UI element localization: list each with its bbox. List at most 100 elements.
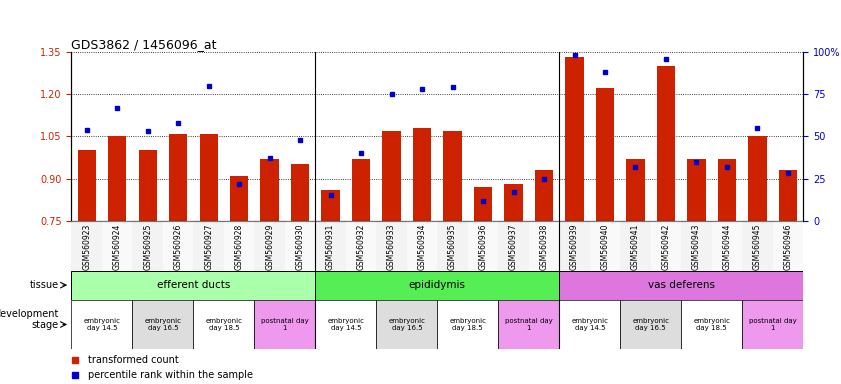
Text: GSM560942: GSM560942 [662,223,670,270]
Bar [651,221,681,271]
Text: GSM560927: GSM560927 [204,223,213,270]
Text: development
stage: development stage [0,309,59,330]
Text: postnatal day
1: postnatal day 1 [261,318,309,331]
Text: GSM560945: GSM560945 [753,223,762,270]
Bar [559,300,620,349]
Bar [559,221,590,271]
Bar [687,159,706,221]
Bar [407,221,437,271]
Bar [352,159,370,221]
Bar [315,271,559,300]
Text: GSM560923: GSM560923 [82,223,91,270]
Bar [71,271,315,300]
Text: GSM560941: GSM560941 [631,223,640,270]
Text: GSM560925: GSM560925 [143,223,152,270]
Bar [748,136,766,221]
Text: efferent ducts: efferent ducts [156,280,230,290]
Bar [315,221,346,271]
Bar [681,221,711,271]
Bar [498,221,529,271]
Bar [627,159,644,221]
Bar [321,190,340,221]
Bar [590,221,621,271]
Text: GSM560934: GSM560934 [418,223,426,270]
Text: embryonic
day 14.5: embryonic day 14.5 [83,318,120,331]
Bar [437,300,498,349]
Text: GSM560930: GSM560930 [296,223,304,270]
Bar [193,300,254,349]
Bar [108,136,126,221]
Bar [742,300,803,349]
Bar [529,221,559,271]
Bar [535,170,553,221]
Bar [620,221,651,271]
Text: GSM560932: GSM560932 [357,223,366,270]
Bar [199,134,218,221]
Bar [376,221,407,271]
Bar [71,300,133,349]
Text: GSM560936: GSM560936 [479,223,488,270]
Bar [224,221,254,271]
Text: GSM560929: GSM560929 [265,223,274,270]
Text: GSM560924: GSM560924 [113,223,122,270]
Bar [193,221,224,271]
Bar [559,271,803,300]
Text: epididymis: epididymis [409,280,466,290]
Bar [376,300,437,349]
Text: GSM560940: GSM560940 [600,223,610,270]
Text: GSM560926: GSM560926 [174,223,182,270]
Bar [437,221,468,271]
Bar [681,300,742,349]
Text: GSM560933: GSM560933 [387,223,396,270]
Text: embryonic
day 18.5: embryonic day 18.5 [205,318,242,331]
Bar [291,164,309,221]
Text: embryonic
day 14.5: embryonic day 14.5 [571,318,608,331]
Bar [620,300,681,349]
Bar [230,176,248,221]
Bar [473,187,492,221]
Bar [443,131,462,221]
Text: GSM560937: GSM560937 [509,223,518,270]
Text: postnatal day
1: postnatal day 1 [748,318,796,331]
Bar [102,221,132,271]
Text: GSM560935: GSM560935 [448,223,457,270]
Bar [565,58,584,221]
Bar [315,300,376,349]
Bar [779,170,797,221]
Text: GSM560944: GSM560944 [722,223,732,270]
Bar [71,221,102,271]
Text: GSM560931: GSM560931 [326,223,335,270]
Text: GDS3862 / 1456096_at: GDS3862 / 1456096_at [71,38,217,51]
Bar [717,159,736,221]
Bar [261,159,278,221]
Bar [773,221,803,271]
Text: tissue: tissue [29,280,59,290]
Text: GSM560943: GSM560943 [692,223,701,270]
Bar [254,300,315,349]
Text: transformed count: transformed count [87,355,178,365]
Text: embryonic
day 18.5: embryonic day 18.5 [449,318,486,331]
Bar [413,128,431,221]
Text: GSM560946: GSM560946 [784,223,792,270]
Text: postnatal day
1: postnatal day 1 [505,318,553,331]
Bar [468,221,498,271]
Bar [657,66,675,221]
Text: embryonic
day 18.5: embryonic day 18.5 [693,318,730,331]
Text: percentile rank within the sample: percentile rank within the sample [87,370,252,380]
Bar [133,221,163,271]
Text: embryonic
day 14.5: embryonic day 14.5 [327,318,364,331]
Text: GSM560928: GSM560928 [235,223,244,270]
Bar [139,151,156,221]
Text: vas deferens: vas deferens [648,280,715,290]
Bar [285,221,315,271]
Bar [254,221,285,271]
Text: GSM560938: GSM560938 [540,223,548,270]
Bar [163,221,193,271]
Bar [77,151,96,221]
Text: embryonic
day 16.5: embryonic day 16.5 [632,318,669,331]
Text: GSM560939: GSM560939 [570,223,579,270]
Bar [346,221,377,271]
Bar [133,300,193,349]
Bar [505,184,522,221]
Bar [595,88,614,221]
